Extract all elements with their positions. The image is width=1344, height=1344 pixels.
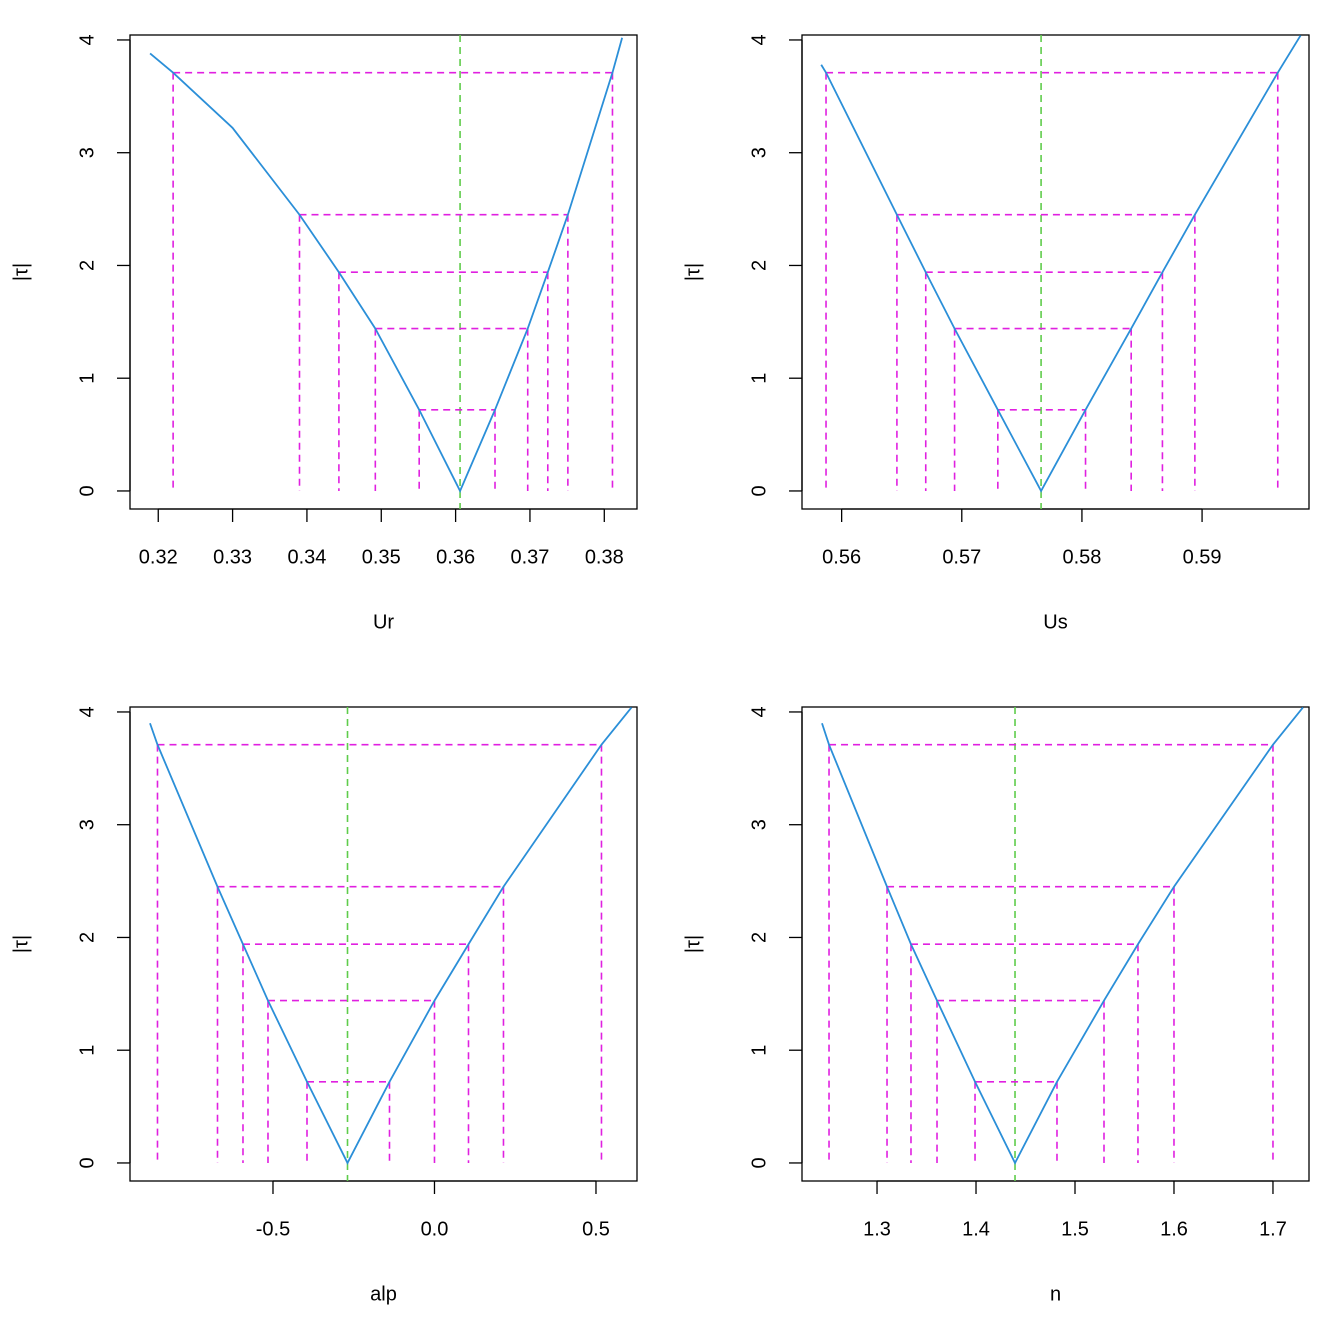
profile-curve [821,706,1304,1165]
x-tick-label: 0.5 [582,1218,610,1240]
x-tick-label: -0.5 [256,1218,290,1240]
x-tick-label: 0.56 [822,546,861,568]
profile-curve [149,37,623,494]
x-tick-label: 1.6 [1160,1218,1188,1240]
y-tick-label: 4 [76,34,98,45]
x-tick-label: 0.32 [139,546,178,568]
x-tick-label: 0.38 [585,546,624,568]
y-tick-label: 2 [76,260,98,271]
y-tick-label: 0 [748,1157,770,1168]
y-tick-label: 1 [76,373,98,384]
y-tick-label: 1 [748,1045,770,1056]
y-tick-label: 3 [748,819,770,830]
x-tick-label: 0.58 [1062,546,1101,568]
y-tick-label: 4 [748,706,770,717]
y-tick-label: 1 [76,1045,98,1056]
x-axis-label: n [1050,1283,1061,1305]
x-axis-label: Us [1043,611,1067,633]
x-tick-label: 0.36 [436,546,475,568]
y-tick-label: 4 [748,34,770,45]
x-tick-label: 0.33 [213,546,252,568]
x-tick-label: 0.37 [510,546,549,568]
y-axis-label: |τ| [682,935,704,953]
x-tick-label: 0.0 [421,1218,449,1240]
y-tick-label: 3 [748,147,770,158]
y-axis-label: |τ| [10,935,32,953]
y-tick-label: 2 [76,932,98,943]
y-axis-label: |τ| [10,263,32,281]
y-tick-label: 0 [76,1157,98,1168]
x-tick-label: 1.4 [962,1218,990,1240]
x-tick-label: 1.3 [863,1218,891,1240]
profile-curve [820,34,1302,493]
y-tick-label: 2 [748,932,770,943]
profile-curve [149,706,633,1165]
y-tick-label: 0 [76,485,98,496]
x-tick-label: 1.7 [1259,1218,1287,1240]
x-tick-label: 0.57 [942,546,981,568]
y-tick-label: 0 [748,485,770,496]
x-tick-label: 1.5 [1061,1218,1089,1240]
x-axis-label: alp [370,1283,397,1305]
y-tick-label: 2 [748,260,770,271]
y-axis-label: |τ| [682,263,704,281]
plot-frame [129,34,638,510]
y-tick-label: 3 [76,147,98,158]
y-tick-label: 4 [76,706,98,717]
plot-frame [801,34,1310,510]
x-tick-label: 0.59 [1183,546,1222,568]
y-tick-label: 3 [76,819,98,830]
plot-frame [129,706,638,1182]
x-axis-label: Ur [373,611,394,633]
x-tick-label: 0.34 [287,546,326,568]
y-tick-label: 1 [748,373,770,384]
x-tick-label: 0.35 [362,546,401,568]
